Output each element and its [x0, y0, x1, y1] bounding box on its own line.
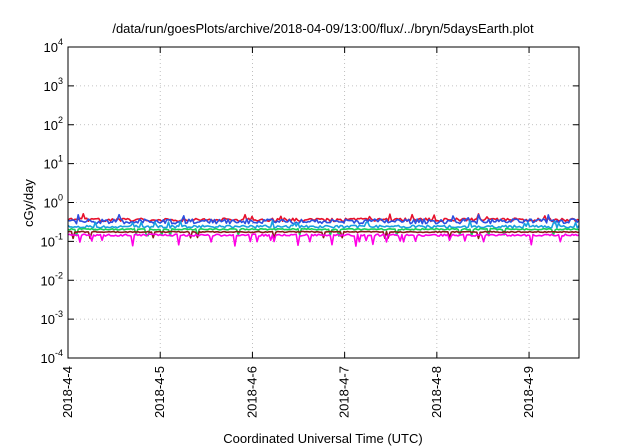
series-group: [67, 213, 580, 247]
y-tick-label: 10-4: [41, 348, 63, 366]
y-tick-label: 100: [44, 193, 63, 211]
y-tick-label: 101: [44, 154, 63, 172]
y-axis-label: cGy/day: [21, 179, 36, 227]
series-line-3: [67, 220, 580, 229]
x-tick-label: 2018-4-7: [337, 366, 352, 418]
grid: [68, 47, 579, 358]
series-line-1: [67, 213, 580, 223]
series-line-4: [67, 227, 580, 237]
x-tick-label: 2018-4-9: [521, 366, 536, 418]
y-tick-label: 10-3: [41, 309, 63, 327]
y-tick-label: 102: [44, 115, 63, 133]
y-tick-label: 104: [44, 37, 63, 55]
x-axis: 2018-4-4 2018-4-5 2018-4-6 2018-4-7 2018-4-8…: [60, 47, 536, 418]
series-line-2: [67, 213, 580, 225]
y-tick-label: 10-2: [41, 270, 63, 288]
x-tick-label: 2018-4-6: [244, 366, 259, 418]
y-axis: 10-4 10-3 10-2 10-1 100 101 102 103 104: [41, 37, 579, 366]
y-tick-label: 103: [44, 76, 63, 94]
series-line-6: [67, 233, 580, 247]
x-tick-label: 2018-4-5: [152, 366, 167, 418]
chart-title: /data/run/goesPlots/archive/2018-04-09/1…: [112, 21, 534, 36]
y-tick-label: 10-1: [41, 231, 63, 249]
x-tick-label: 2018-4-8: [429, 366, 444, 418]
series-line-5: [67, 230, 579, 240]
x-axis-label: Coordinated Universal Time (UTC): [223, 431, 422, 446]
x-tick-label: 2018-4-4: [60, 366, 75, 418]
